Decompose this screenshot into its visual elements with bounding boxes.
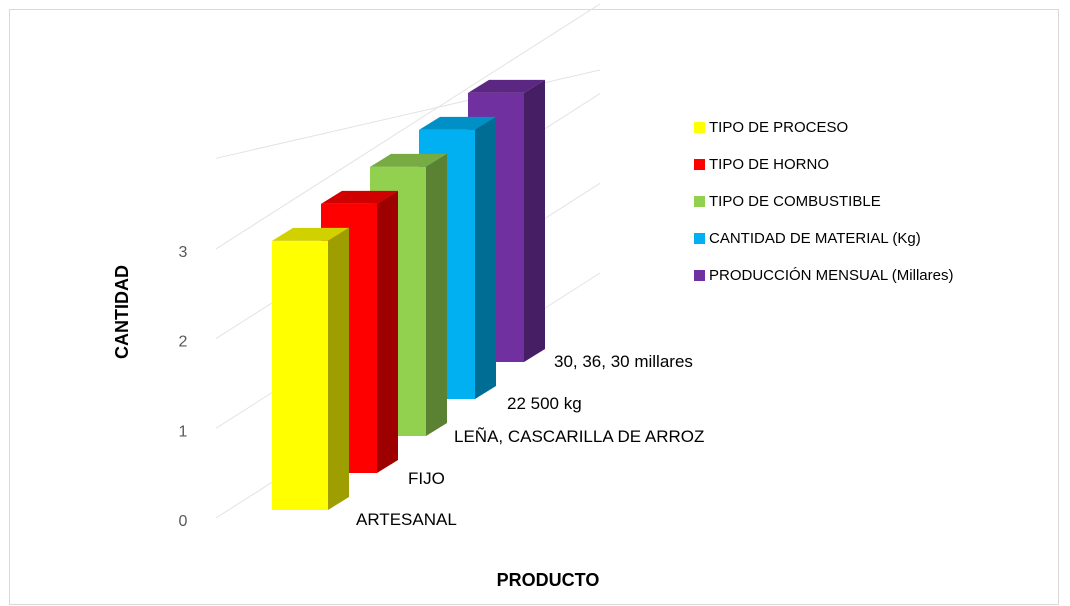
bar-1: [272, 227, 349, 510]
bar-front: [272, 240, 328, 510]
gridline: [215, 3, 601, 250]
category-labels: ARTESANAL FIJO LEÑA, CASCARILLA DE ARROZ 22…: [356, 352, 704, 529]
bar-side: [475, 116, 496, 400]
legend-label: TIPO DE PROCESO: [709, 119, 848, 136]
bar-side: [328, 227, 349, 510]
category-label: 22 500 kg: [507, 394, 582, 413]
legend-swatch: [694, 270, 705, 281]
category-label: LEÑA, CASCARILLA DE ARROZ: [454, 427, 704, 446]
category-label: FIJO: [408, 469, 445, 488]
bar-top: [468, 79, 545, 93]
bar-top: [419, 116, 496, 130]
bar-side: [377, 190, 398, 473]
legend-label: CANTIDAD DE MATERIAL (Kg): [709, 230, 921, 247]
legend-swatch: [694, 233, 705, 244]
bar-top: [272, 227, 349, 241]
y-tick-label: 2: [179, 334, 188, 351]
legend-swatch: [694, 196, 705, 207]
legend-swatch: [694, 122, 705, 133]
legend-label: PRODUCCIÓN MENSUAL (Millares): [709, 267, 953, 284]
legend-label: TIPO DE COMBUSTIBLE: [709, 193, 881, 210]
bar-side: [426, 153, 447, 436]
category-label: 30, 36, 30 millares: [554, 352, 693, 371]
y-tick-label: 3: [179, 244, 188, 261]
bar-side: [524, 79, 545, 363]
bar-top: [321, 190, 398, 204]
y-tick-label: 0: [179, 513, 188, 530]
category-label: ARTESANAL: [356, 510, 457, 529]
legend: TIPO DE PROCESO TIPO DE HORNO TIPO DE COMB…: [694, 119, 953, 284]
legend-label: TIPO DE HORNO: [709, 156, 829, 173]
x-axis-title: PRODUCTO: [497, 570, 600, 590]
legend-swatch: [694, 159, 705, 170]
y-tick-label: 1: [179, 423, 188, 440]
bars: [272, 79, 545, 510]
y-axis-ticks: 0 1 2 3: [179, 244, 188, 530]
y-axis-title: CANTIDAD: [112, 265, 132, 359]
bar-top: [370, 153, 447, 167]
